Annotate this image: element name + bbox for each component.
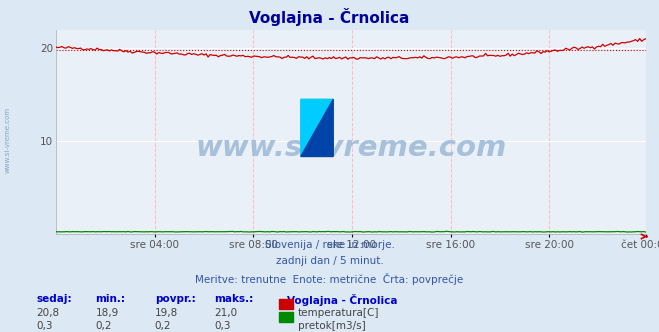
Text: www.si-vreme.com: www.si-vreme.com [195,134,507,162]
Text: povpr.:: povpr.: [155,294,196,304]
Text: 0,2: 0,2 [155,321,171,331]
Polygon shape [301,99,333,156]
Text: Meritve: trenutne  Enote: metrične  Črta: povprečje: Meritve: trenutne Enote: metrične Črta: … [195,273,464,285]
Text: zadnji dan / 5 minut.: zadnji dan / 5 minut. [275,256,384,266]
Text: 18,9: 18,9 [96,308,119,318]
Text: maks.:: maks.: [214,294,254,304]
Text: sedaj:: sedaj: [36,294,72,304]
Text: Voglajna - Črnolica: Voglajna - Črnolica [287,294,397,306]
Text: 0,2: 0,2 [96,321,112,331]
Text: 19,8: 19,8 [155,308,178,318]
Text: temperatura[C]: temperatura[C] [298,308,380,318]
Text: pretok[m3/s]: pretok[m3/s] [298,321,366,331]
Text: Voglajna - Črnolica: Voglajna - Črnolica [249,8,410,26]
Bar [301,99,333,156]
Text: min.:: min.: [96,294,126,304]
Text: www.si-vreme.com: www.si-vreme.com [5,106,11,173]
Text: 20,8: 20,8 [36,308,59,318]
Polygon shape [301,99,333,156]
Text: 0,3: 0,3 [214,321,231,331]
Text: 0,3: 0,3 [36,321,53,331]
Text: 21,0: 21,0 [214,308,237,318]
Text: Slovenija / reke in morje.: Slovenija / reke in morje. [264,240,395,250]
